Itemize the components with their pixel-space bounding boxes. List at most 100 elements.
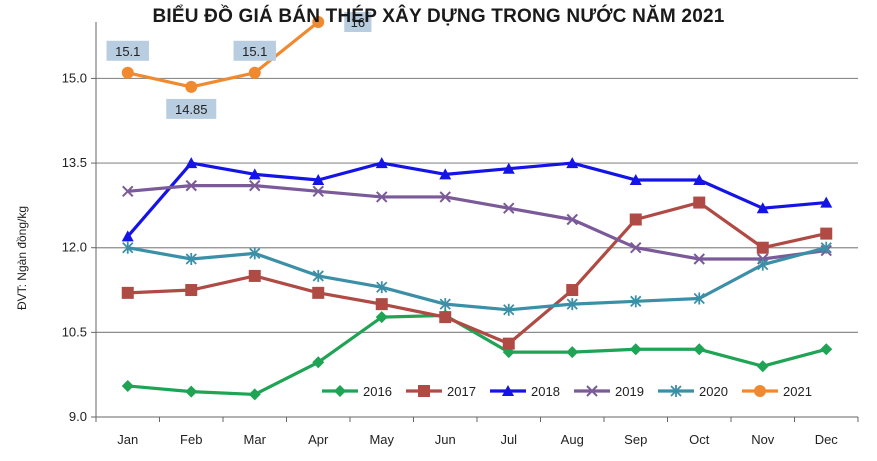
data-labels: 15.1 14.85 15.1 16 <box>106 12 372 119</box>
data-point-2016 <box>248 388 261 401</box>
legend-marker <box>502 385 514 396</box>
data-label-text: 15.1 <box>115 44 140 59</box>
legend-item-2020: 2020 <box>658 384 728 399</box>
legend-marker <box>754 385 766 397</box>
data-label-2021: 16 <box>344 12 372 32</box>
x-tick-label: Feb <box>180 432 202 447</box>
chart-title: BIỂU ĐỒ GIÁ BÁN THÉP XÂY DỰNG TRONG NƯỚC… <box>152 6 725 27</box>
data-point-2017 <box>248 269 261 282</box>
legend-label: 2017 <box>447 384 476 399</box>
data-point-2019 <box>376 191 388 203</box>
data-point-2019 <box>566 213 578 226</box>
data-point-2017 <box>566 284 579 297</box>
data-point-2020 <box>757 258 769 271</box>
data-point-2019 <box>122 185 134 197</box>
data-point-2018 <box>439 168 452 180</box>
legend: 2016 2017 2018 2019 2020 2021 <box>322 384 812 399</box>
data-point-2020 <box>439 298 451 311</box>
series-line-2016 <box>127 313 827 397</box>
data-point-2016 <box>693 343 706 356</box>
data-point-2017 <box>312 286 325 299</box>
y-tick-label: 15.0 <box>62 70 87 85</box>
y-tick-label: 13.5 <box>62 155 87 170</box>
data-point-2018 <box>121 230 134 242</box>
legend-label: 2018 <box>531 384 560 399</box>
data-point-2018 <box>820 196 833 208</box>
series-line-2020 <box>127 246 827 312</box>
data-point-2019 <box>693 253 705 265</box>
legend-label: 2020 <box>699 384 728 399</box>
x-tick-label: Jul <box>500 432 517 447</box>
x-tick-label: Oct <box>689 432 710 447</box>
data-point-2016 <box>629 343 642 356</box>
data-point-2018 <box>629 174 642 185</box>
x-tick-label: Aug <box>561 432 584 447</box>
plot-area <box>96 22 858 417</box>
data-point-2020 <box>503 303 515 316</box>
data-point-2017 <box>121 286 134 299</box>
data-label-text: 16 <box>351 15 365 30</box>
data-point-2020 <box>249 247 261 260</box>
data-point-2016 <box>566 346 579 359</box>
data-point-2020 <box>185 253 197 265</box>
data-point-2018 <box>502 162 515 174</box>
data-label-text: 14.85 <box>175 102 208 117</box>
data-point-2019 <box>503 202 515 214</box>
series-layer <box>121 16 833 401</box>
data-point-2017 <box>439 311 452 324</box>
data-point-2020 <box>693 292 705 305</box>
data-point-2020 <box>122 241 134 254</box>
data-point-2018 <box>185 157 198 169</box>
legend-item-2021: 2021 <box>742 384 812 399</box>
x-tick-label: Nov <box>751 432 775 447</box>
data-label-text: 15.1 <box>242 44 267 59</box>
data-label-box <box>106 40 149 61</box>
series-line-2018 <box>126 161 827 238</box>
data-point-2021 <box>312 16 325 28</box>
data-point-2018 <box>375 157 388 169</box>
data-point-2017 <box>629 213 642 226</box>
series-line-2021 <box>127 20 320 89</box>
data-point-2017 <box>820 227 833 240</box>
data-point-2017 <box>375 298 388 311</box>
legend-label: 2016 <box>363 384 392 399</box>
data-label-2021: 15.1 <box>233 40 276 61</box>
data-point-2020 <box>312 269 324 282</box>
plot-background <box>96 22 858 417</box>
data-point-2018 <box>248 168 261 180</box>
x-tick-label: Dec <box>815 432 839 447</box>
series-line-2019 <box>127 184 827 261</box>
y-axis-label: ĐVT: Ngàn đồng/kg <box>15 206 29 310</box>
data-point-2020 <box>630 295 642 308</box>
data-point-2017 <box>756 241 769 254</box>
legend-label: 2019 <box>615 384 644 399</box>
data-point-2019 <box>312 185 324 197</box>
y-tick-label: 9.0 <box>69 409 87 424</box>
y-tick-label: 12.0 <box>62 240 87 255</box>
x-tick-label: Jan <box>117 432 138 447</box>
data-label-box <box>166 98 217 119</box>
data-point-2018 <box>693 174 706 185</box>
data-point-2020 <box>566 298 578 311</box>
data-point-2020 <box>820 241 832 254</box>
series-2021 <box>121 16 325 93</box>
legend-item-2016: 2016 <box>322 384 392 399</box>
legend-label: 2021 <box>783 384 812 399</box>
legend-marker <box>670 385 682 397</box>
x-tick-label: Sep <box>624 432 647 447</box>
data-point-2016 <box>756 360 769 373</box>
data-point-2020 <box>376 281 388 294</box>
legend-item-2018: 2018 <box>490 384 560 399</box>
series-2016 <box>121 309 833 401</box>
legend-item-2017: 2017 <box>406 384 476 399</box>
data-point-2016 <box>121 379 134 392</box>
data-label-2021: 15.1 <box>106 40 149 61</box>
data-point-2016 <box>820 343 833 356</box>
data-point-2018 <box>756 202 769 214</box>
legend-marker <box>418 385 430 397</box>
legend-marker <box>334 385 346 397</box>
data-point-2017 <box>693 196 706 209</box>
x-tick-label: Apr <box>308 432 329 447</box>
data-point-2016 <box>185 385 198 398</box>
